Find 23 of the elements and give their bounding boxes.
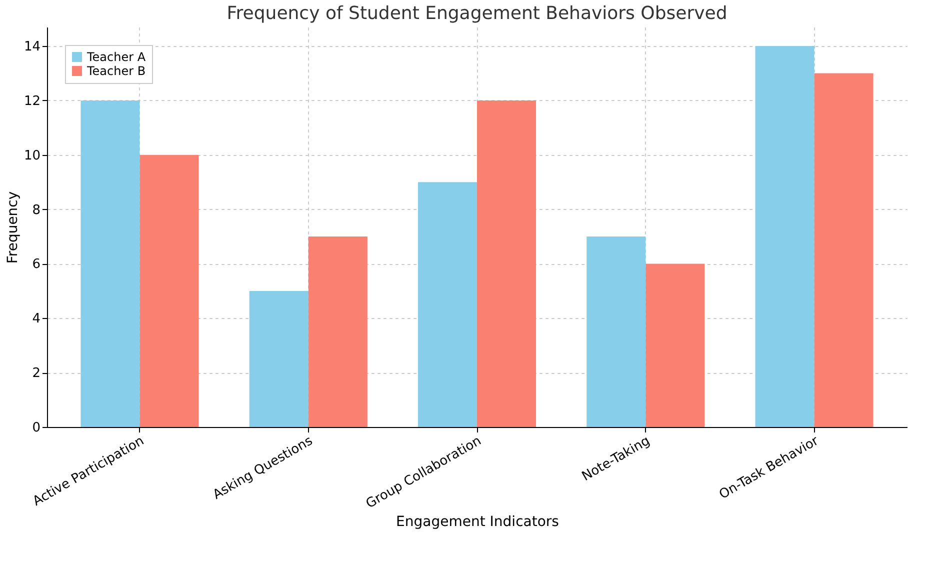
y-tick-label: 8 [32,202,40,218]
bar [755,46,814,427]
legend-label: Teacher A [86,50,146,64]
y-tick-label: 6 [32,257,40,272]
bar [586,236,646,427]
chart-title: Frequency of Student Engagement Behaviors Observed [226,3,728,24]
y-tick-label: 4 [32,312,40,327]
bar [477,100,536,427]
y-tick-label: 0 [32,420,40,436]
y-tick-label: 12 [24,94,40,109]
bar [80,100,140,427]
bar [418,182,477,427]
y-tick-label: 14 [24,40,40,55]
y-tick-label: 2 [32,366,40,382]
legend-label: Teacher B [86,64,146,78]
y-tick-label: 10 [24,148,40,164]
bar [249,290,308,427]
bar [814,73,874,427]
y-axis-title: Frequency [4,191,21,264]
bar [308,236,368,427]
bar [646,264,705,427]
x-axis-title: Engagement Indicators [396,514,559,530]
bar [140,154,199,427]
